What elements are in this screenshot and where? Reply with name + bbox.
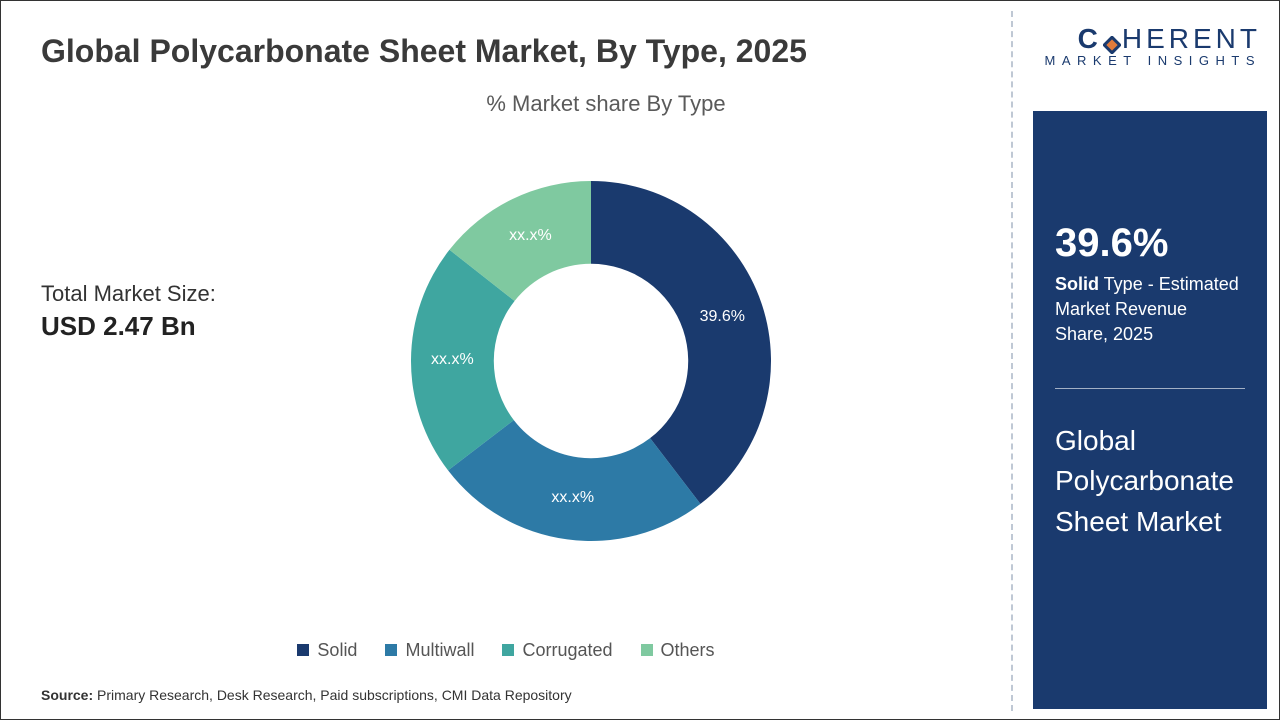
market-size-value: USD 2.47 Bn <box>41 311 216 342</box>
sidebar-stat: 39.6% <box>1055 221 1245 266</box>
legend-swatch-icon <box>641 644 653 656</box>
source-text: Primary Research, Desk Research, Paid su… <box>93 687 572 703</box>
legend-item-solid: Solid <box>297 640 357 661</box>
legend-item-others: Others <box>641 640 715 661</box>
donut-label-others: xx.x% <box>509 227 552 245</box>
logo-dot-icon <box>1103 29 1121 47</box>
legend-label: Corrugated <box>522 640 612 661</box>
sidebar-card: 39.6% Solid Type - Estimated Market Reve… <box>1033 111 1267 709</box>
market-size-label: Total Market Size: <box>41 281 216 307</box>
donut-label-corrugated: xx.x% <box>431 351 474 369</box>
legend-swatch-icon <box>502 644 514 656</box>
donut-label-multiwall: xx.x% <box>551 489 594 507</box>
chart-legend: Solid Multiwall Corrugated Others <box>1 640 1011 662</box>
donut-label-solid: 39.6% <box>700 308 745 326</box>
sidebar-description: Solid Type - Estimated Market Revenue Sh… <box>1055 272 1245 348</box>
legend-label: Solid <box>317 640 357 661</box>
sidebar-divider <box>1055 388 1245 389</box>
legend-label: Multiwall <box>405 640 474 661</box>
legend-item-corrugated: Corrugated <box>502 640 612 661</box>
legend-label: Others <box>661 640 715 661</box>
vertical-divider <box>1011 11 1013 711</box>
legend-swatch-icon <box>297 644 309 656</box>
donut-chart: 39.6% xx.x% xx.x% xx.x% <box>401 171 781 551</box>
source-line: Source: Primary Research, Desk Research,… <box>41 687 572 703</box>
market-size-block: Total Market Size: USD 2.47 Bn <box>41 281 216 342</box>
logo-wordmark: C HERENT <box>1031 23 1261 55</box>
logo-rest: HERENT <box>1122 23 1261 54</box>
sidebar-desc-bold: Solid <box>1055 274 1099 294</box>
brand-logo: C HERENT MARKET INSIGHTS <box>1031 23 1261 68</box>
legend-item-multiwall: Multiwall <box>385 640 474 661</box>
side-panel: C HERENT MARKET INSIGHTS 39.6% Solid Type… <box>1021 1 1279 721</box>
page-title: Global Polycarbonate Sheet Market, By Ty… <box>41 31 971 71</box>
chart-subtitle: % Market share By Type <box>241 91 971 117</box>
logo-tagline: MARKET INSIGHTS <box>1031 53 1261 68</box>
main-content: Global Polycarbonate Sheet Market, By Ty… <box>1 1 1011 721</box>
legend-swatch-icon <box>385 644 397 656</box>
logo-letter-c: C <box>1078 23 1102 54</box>
source-prefix: Source: <box>41 687 93 703</box>
sidebar-title: Global Polycarbonate Sheet Market <box>1055 421 1245 543</box>
